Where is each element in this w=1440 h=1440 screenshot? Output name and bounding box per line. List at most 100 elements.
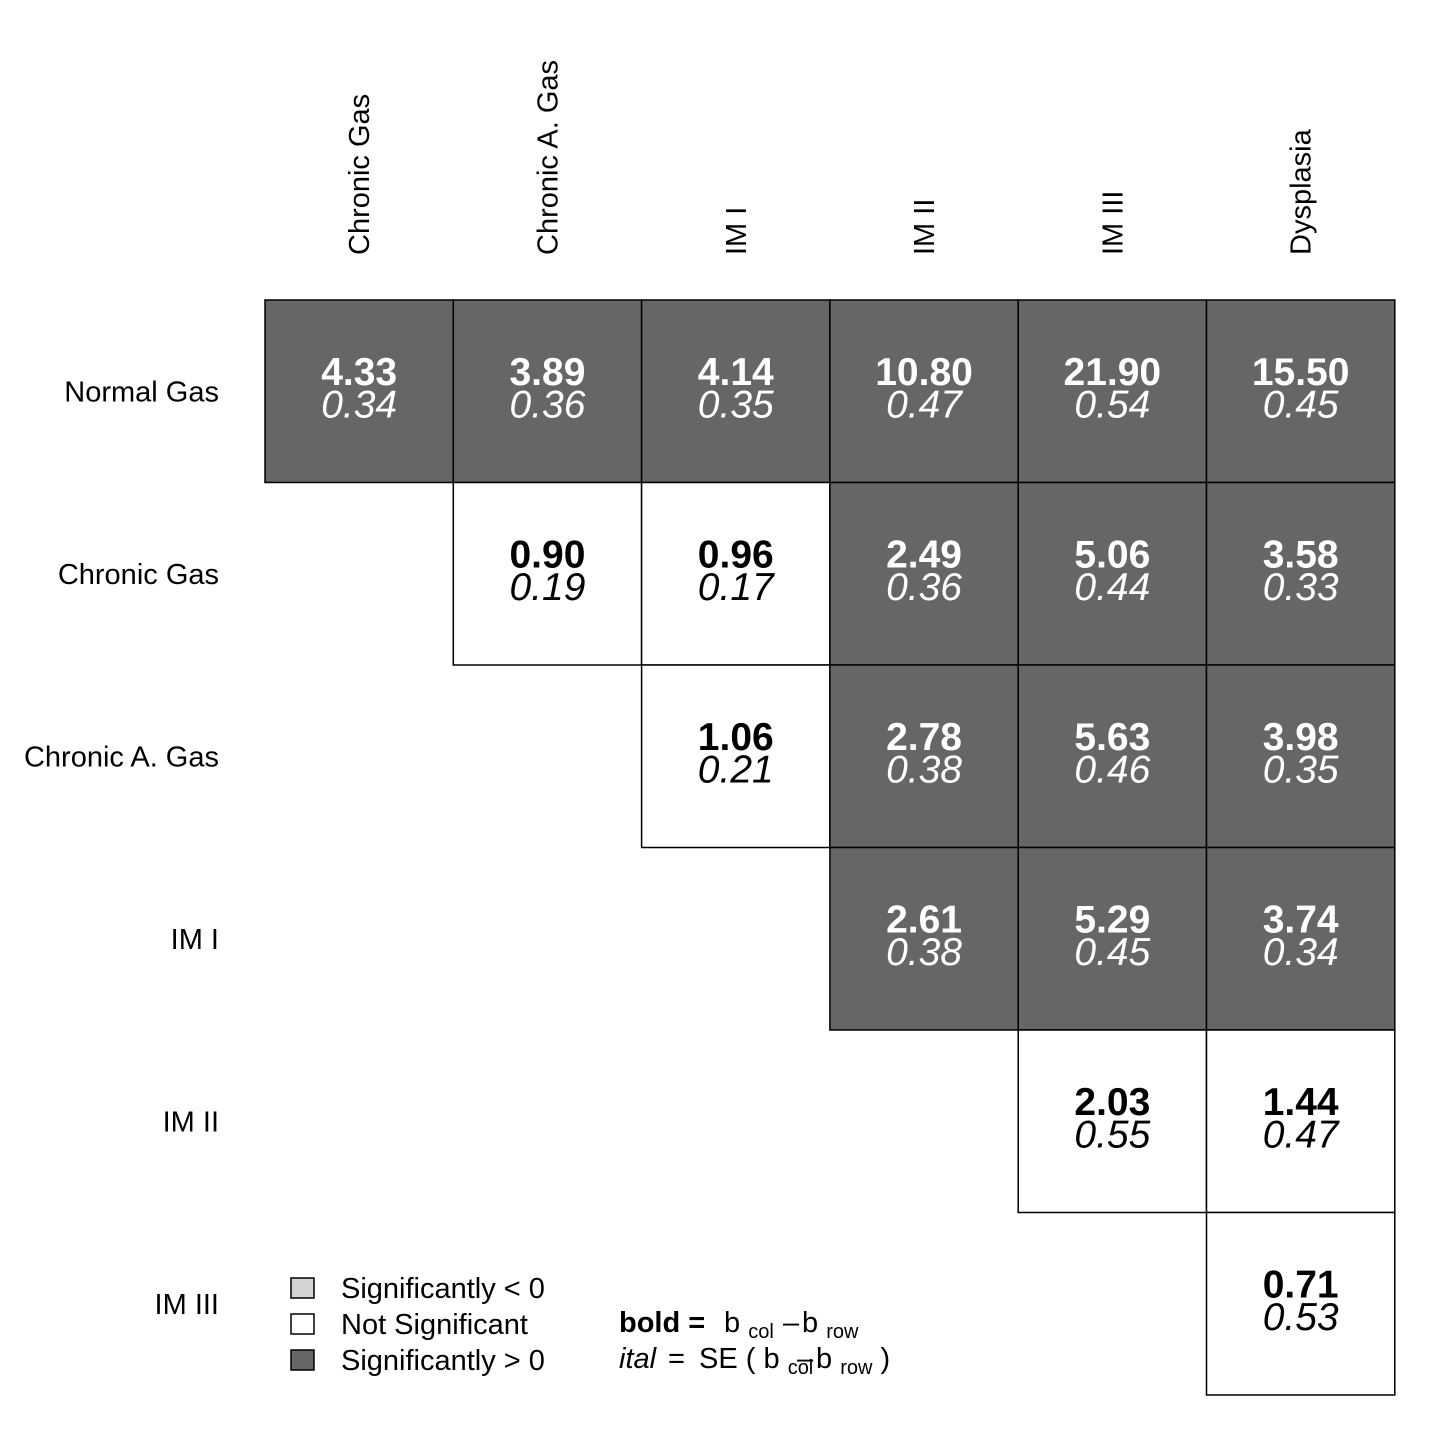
cell-chronic-a-gas-vs-im-i: 1.060.21 xyxy=(640,664,831,849)
cell-standard-error: 0.53 xyxy=(1263,1296,1339,1339)
cell-estimate: 21.90 xyxy=(1064,351,1162,394)
cell-background xyxy=(1205,664,1396,849)
cell-standard-error: 0.54 xyxy=(1074,384,1150,427)
cell-estimate: 0.90 xyxy=(509,533,585,576)
column-label-im-iii: IM III xyxy=(1097,191,1129,255)
cell-background xyxy=(829,481,1019,666)
cell-chronic-gas-vs-chronic-a-gas: 0.900.19 xyxy=(452,481,643,666)
cell-estimate: 3.89 xyxy=(509,351,585,394)
cell-chronic-a-gas-vs-im-ii: 2.780.38 xyxy=(829,664,1019,849)
cell-background xyxy=(1205,299,1396,484)
column-label-chronic-a-gas: Chronic A. Gas xyxy=(532,60,564,255)
cell-normal-gas-vs-im-i: 4.140.35 xyxy=(640,299,831,484)
row-label-chronic-gas: Chronic Gas xyxy=(58,559,219,591)
cell-standard-error: 0.45 xyxy=(1074,931,1150,974)
cell-estimate: 2.78 xyxy=(886,716,962,759)
cell-normal-gas-vs-chronic-a-gas: 3.890.36 xyxy=(452,299,643,484)
cell-estimate: 5.63 xyxy=(1074,716,1150,759)
cell-chronic-a-gas-vs-dysplasia: 3.980.35 xyxy=(1205,664,1396,849)
cell-estimate: 2.61 xyxy=(886,898,962,941)
row-label-chronic-a-gas: Chronic A. Gas xyxy=(24,741,219,773)
column-label-im-i: IM I xyxy=(721,207,753,255)
formula-ital-eq: = xyxy=(668,1343,685,1375)
cell-chronic-gas-vs-im-i: 0.960.17 xyxy=(640,481,831,666)
cell-normal-gas-vs-dysplasia: 15.500.45 xyxy=(1205,299,1396,484)
formula-bold-sub-row: row xyxy=(826,1321,859,1343)
formula-ital-minus: – xyxy=(797,1343,814,1375)
cell-standard-error: 0.38 xyxy=(886,749,962,792)
cell-estimate: 3.98 xyxy=(1263,716,1339,759)
cell-standard-error: 0.55 xyxy=(1074,1114,1150,1157)
cell-standard-error: 0.34 xyxy=(1263,931,1339,974)
cell-background xyxy=(640,299,831,484)
cell-standard-error: 0.34 xyxy=(321,384,397,427)
cell-background xyxy=(452,481,643,666)
cell-background xyxy=(1017,1029,1208,1214)
legend-swatch-not-significant xyxy=(290,1313,315,1335)
cell-standard-error: 0.17 xyxy=(698,566,775,609)
legend-swatch-sig-positive xyxy=(290,1349,315,1371)
cell-im-i-vs-dysplasia: 3.740.34 xyxy=(1205,846,1396,1031)
cell-estimate: 4.33 xyxy=(321,351,397,394)
cell-background xyxy=(640,481,831,666)
cell-background xyxy=(452,299,643,484)
cell-background xyxy=(829,664,1019,849)
cell-estimate: 1.06 xyxy=(698,716,774,759)
legend-swatch-sig-negative xyxy=(290,1277,315,1299)
cell-estimate: 3.74 xyxy=(1263,898,1339,941)
cell-standard-error: 0.35 xyxy=(698,384,774,427)
cell-standard-error: 0.36 xyxy=(509,384,585,427)
cell-estimate: 3.58 xyxy=(1263,533,1339,576)
cell-estimate: 0.71 xyxy=(1263,1263,1339,1306)
cell-estimate: 5.06 xyxy=(1074,533,1150,576)
column-label-chronic-gas: Chronic Gas xyxy=(344,94,376,255)
cell-background xyxy=(1017,664,1208,849)
formula-ital-label: ital xyxy=(619,1343,658,1375)
cell-background xyxy=(1205,481,1396,666)
formula-bold-line: bold = b col – b row xyxy=(619,1307,859,1345)
cell-background xyxy=(1017,299,1208,484)
legend-label-not-significant: Not Significant xyxy=(341,1309,528,1341)
cell-estimate: 2.03 xyxy=(1074,1081,1150,1124)
cell-normal-gas-vs-im-ii: 10.800.47 xyxy=(829,299,1019,484)
cell-background xyxy=(264,299,455,484)
row-label-normal-gas: Normal Gas xyxy=(64,376,219,408)
cell-estimate: 4.14 xyxy=(698,351,774,394)
formula-ital-se: SE xyxy=(699,1343,738,1375)
cell-estimate: 2.49 xyxy=(886,533,962,576)
column-label-dysplasia: Dysplasia xyxy=(1286,128,1318,255)
formula-bold-b-row: b xyxy=(802,1307,818,1339)
cell-normal-gas-vs-chronic-gas: 4.330.34 xyxy=(264,299,455,484)
cell-background xyxy=(829,846,1019,1031)
cell-estimate: 1.44 xyxy=(1263,1081,1339,1124)
legend-label-sig-negative: Significantly < 0 xyxy=(341,1273,545,1305)
cell-background xyxy=(1205,1211,1396,1396)
cell-im-iii-vs-dysplasia: 0.710.53 xyxy=(1205,1211,1396,1396)
cell-standard-error: 0.46 xyxy=(1074,749,1150,792)
cell-background xyxy=(1017,846,1208,1031)
cell-standard-error: 0.47 xyxy=(886,384,963,427)
cell-standard-error: 0.35 xyxy=(1263,749,1339,792)
cell-estimate: 10.80 xyxy=(875,351,973,394)
cell-standard-error: 0.33 xyxy=(1263,566,1339,609)
cell-normal-gas-vs-im-iii: 21.900.54 xyxy=(1017,299,1208,484)
column-label-im-ii: IM II xyxy=(909,199,941,255)
legend-label-sig-positive: Significantly > 0 xyxy=(341,1345,545,1377)
formula-ital-b-col: b xyxy=(763,1343,779,1375)
cell-estimate: 5.29 xyxy=(1074,898,1150,941)
cell-standard-error: 0.45 xyxy=(1263,384,1339,427)
formula-bold-label: bold = xyxy=(619,1307,705,1339)
formula-bold-sub-col: col xyxy=(748,1321,774,1343)
formula-ital-sub-row: row xyxy=(840,1357,873,1379)
cell-standard-error: 0.44 xyxy=(1074,566,1150,609)
row-label-im-i: IM I xyxy=(171,924,219,956)
cell-background xyxy=(640,664,831,849)
row-label-im-iii: IM III xyxy=(155,1289,219,1321)
column-labels: Chronic Gas Chronic A. Gas IM I IM II IM III… xyxy=(344,60,1318,255)
formula-ital-open: ( xyxy=(746,1343,756,1375)
cell-background xyxy=(1205,846,1396,1031)
formula-bold-minus: – xyxy=(783,1307,800,1339)
